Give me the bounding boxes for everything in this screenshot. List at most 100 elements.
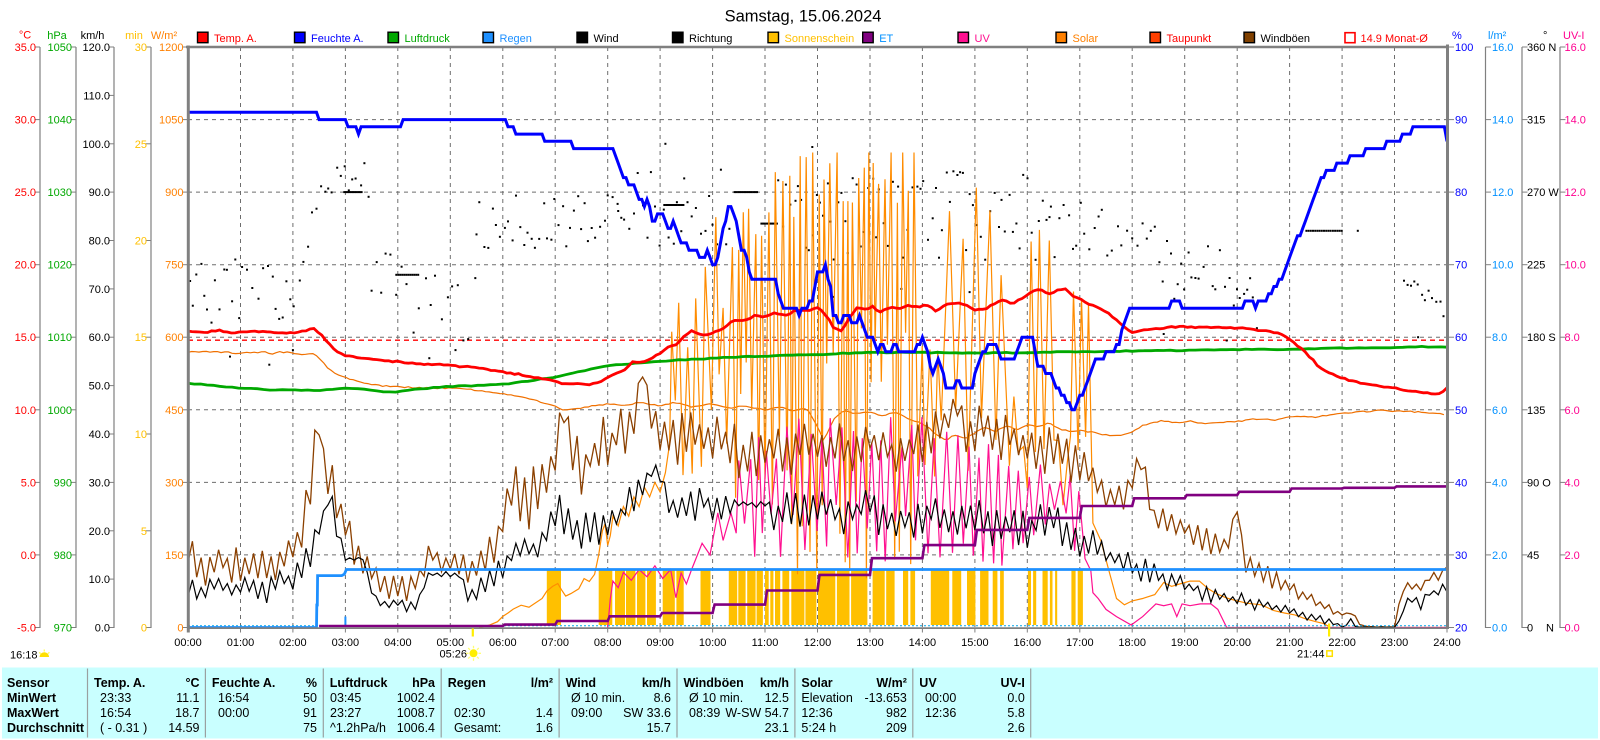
- svg-text:1000: 1000: [48, 405, 72, 417]
- svg-text:Durchschnitt: Durchschnitt: [7, 721, 85, 735]
- svg-text:2.0: 2.0: [1565, 550, 1580, 562]
- svg-text:5:24 h: 5:24 h: [801, 721, 836, 735]
- svg-text:750: 750: [165, 260, 183, 272]
- svg-text:Solar: Solar: [801, 676, 832, 690]
- svg-text:Elevation: Elevation: [801, 691, 852, 705]
- svg-text:Regen: Regen: [500, 33, 532, 45]
- svg-text:12.0: 12.0: [1565, 187, 1586, 199]
- svg-text:04:00: 04:00: [384, 637, 412, 649]
- svg-text:ET: ET: [879, 33, 893, 45]
- svg-text:N: N: [1546, 623, 1554, 635]
- svg-text:05:26: 05:26: [440, 649, 468, 661]
- svg-text:10:00: 10:00: [699, 637, 727, 649]
- svg-text:300: 300: [165, 477, 183, 489]
- svg-text:l/m²: l/m²: [1488, 30, 1507, 42]
- svg-text:Sensor: Sensor: [7, 676, 50, 690]
- svg-text:16:54: 16:54: [218, 691, 249, 705]
- svg-text:02:30: 02:30: [454, 706, 485, 720]
- svg-text:00:00: 00:00: [174, 637, 202, 649]
- svg-text:W/m²: W/m²: [876, 676, 907, 690]
- svg-text:km/h: km/h: [760, 676, 789, 690]
- svg-text:( - 0.31 ): ( - 0.31 ): [100, 721, 147, 735]
- svg-text:11:00: 11:00: [752, 637, 779, 649]
- svg-text:110.0: 110.0: [83, 90, 110, 102]
- svg-text:Ø 10 min.: Ø 10 min.: [689, 691, 743, 705]
- svg-text:5.8: 5.8: [1007, 706, 1024, 720]
- svg-text:MinWert: MinWert: [7, 691, 57, 705]
- svg-text:600: 600: [165, 332, 183, 344]
- svg-text:0.0: 0.0: [21, 550, 36, 562]
- svg-text:25.0: 25.0: [15, 187, 36, 199]
- svg-text:10.0: 10.0: [1492, 260, 1513, 272]
- svg-text:km/h: km/h: [642, 676, 671, 690]
- svg-text:20: 20: [1455, 623, 1467, 635]
- svg-text:16.0: 16.0: [1565, 42, 1586, 54]
- svg-text:13:00: 13:00: [856, 637, 884, 649]
- svg-text:315: 315: [1527, 115, 1545, 127]
- svg-text:20:00: 20:00: [1223, 637, 1251, 649]
- svg-text:1040: 1040: [48, 115, 72, 127]
- svg-text:14.59: 14.59: [168, 721, 199, 735]
- svg-text:Wind: Wind: [566, 676, 596, 690]
- svg-text:Temp. A.: Temp. A.: [94, 676, 145, 690]
- svg-text:2.0: 2.0: [1492, 550, 1507, 562]
- svg-text:30.0: 30.0: [15, 115, 36, 127]
- svg-text:4.0: 4.0: [1565, 477, 1580, 489]
- svg-text:60: 60: [1455, 332, 1467, 344]
- svg-text:10.0: 10.0: [15, 405, 36, 417]
- svg-text:19:00: 19:00: [1171, 637, 1199, 649]
- svg-text:1030: 1030: [48, 187, 72, 199]
- svg-text:Feuchte A.: Feuchte A.: [212, 676, 275, 690]
- svg-text:14:00: 14:00: [909, 637, 937, 649]
- svg-text:450: 450: [165, 405, 183, 417]
- svg-text:Richtung: Richtung: [689, 33, 732, 45]
- svg-text:91: 91: [303, 706, 317, 720]
- svg-text:Luftdruck: Luftdruck: [330, 676, 388, 690]
- svg-text:75: 75: [303, 721, 317, 735]
- svg-text:-5.0: -5.0: [17, 623, 36, 635]
- svg-text:1006.4: 1006.4: [397, 721, 435, 735]
- svg-text:8.6: 8.6: [654, 691, 671, 705]
- svg-text:23:33: 23:33: [100, 691, 131, 705]
- svg-text:12:36: 12:36: [801, 706, 832, 720]
- svg-text:225: 225: [1527, 260, 1545, 272]
- svg-text:0: 0: [1527, 623, 1533, 635]
- svg-text:270 W: 270 W: [1527, 187, 1559, 199]
- svg-text:1.6: 1.6: [536, 721, 553, 735]
- svg-text:24:00: 24:00: [1433, 637, 1461, 649]
- svg-text:Temp. A.: Temp. A.: [214, 33, 257, 45]
- svg-text:20.0: 20.0: [15, 260, 36, 272]
- svg-text:70: 70: [1455, 260, 1467, 272]
- svg-text:08:00: 08:00: [594, 637, 622, 649]
- svg-text:45: 45: [1527, 550, 1539, 562]
- svg-text:50: 50: [303, 691, 317, 705]
- svg-text:23.1: 23.1: [765, 721, 789, 735]
- svg-text:23:00: 23:00: [1381, 637, 1409, 649]
- svg-text:°C: °C: [185, 676, 199, 690]
- svg-text:03:45: 03:45: [330, 691, 361, 705]
- svg-text:135: 135: [1527, 405, 1545, 417]
- svg-text:1010: 1010: [48, 332, 72, 344]
- svg-text:UV: UV: [919, 676, 937, 690]
- svg-text:-13.653: -13.653: [864, 691, 906, 705]
- svg-text:1050: 1050: [48, 42, 72, 54]
- svg-text:Ø 10 min.: Ø 10 min.: [571, 691, 625, 705]
- svg-text:hPa: hPa: [412, 676, 436, 690]
- svg-text:21:00: 21:00: [1276, 637, 1304, 649]
- svg-text:16.0: 16.0: [1492, 42, 1513, 54]
- svg-text:1.4: 1.4: [536, 706, 553, 720]
- svg-text:1050: 1050: [159, 115, 183, 127]
- svg-text:30: 30: [1455, 550, 1467, 562]
- svg-text:16:00: 16:00: [1014, 637, 1042, 649]
- svg-text:209: 209: [886, 721, 907, 735]
- svg-text:40.0: 40.0: [89, 429, 110, 441]
- svg-text:12:00: 12:00: [804, 637, 832, 649]
- svg-text:0.0: 0.0: [95, 623, 110, 635]
- svg-text:05:00: 05:00: [437, 637, 465, 649]
- svg-text:6.0: 6.0: [1492, 405, 1507, 417]
- svg-text:40: 40: [1455, 477, 1467, 489]
- svg-text:UV-I: UV-I: [1000, 676, 1024, 690]
- svg-text:30.0: 30.0: [89, 477, 110, 489]
- svg-text:0: 0: [141, 623, 147, 635]
- svg-text:8.0: 8.0: [1492, 332, 1507, 344]
